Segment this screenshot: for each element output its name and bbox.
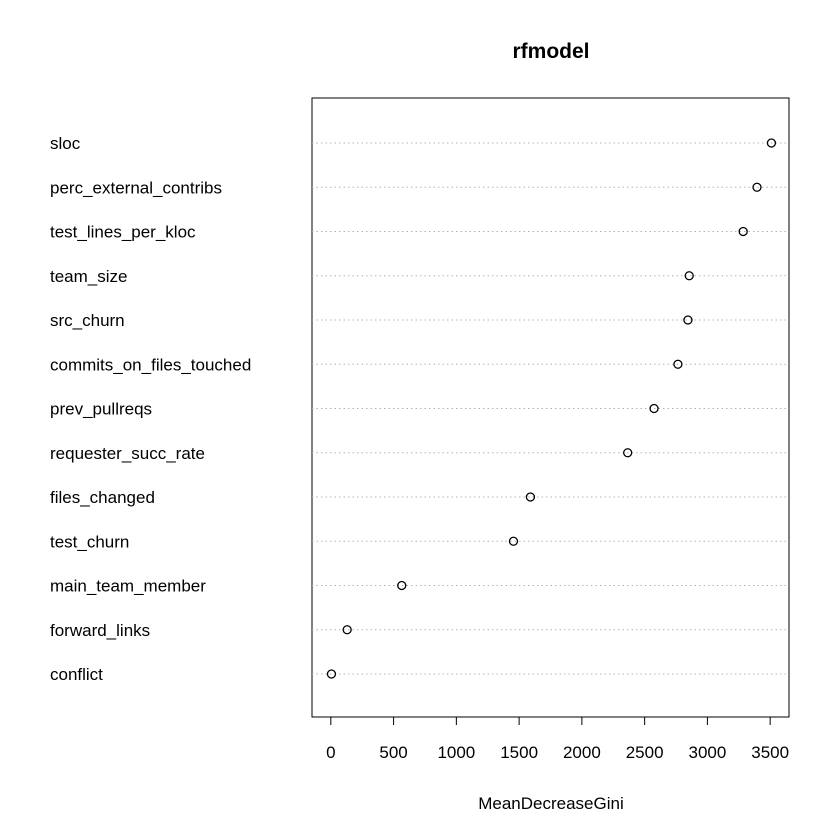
data-point bbox=[623, 448, 633, 458]
row-label: perc_external_contribs bbox=[50, 178, 222, 197]
data-point bbox=[525, 492, 536, 502]
rows-group: sloc perc_external_contribs test_lines_per… bbox=[50, 134, 789, 684]
row-label: conflict bbox=[50, 665, 103, 684]
x-tick-label: 500 bbox=[379, 743, 407, 762]
data-point bbox=[397, 580, 407, 591]
x-axis-label: MeanDecreaseGini bbox=[478, 794, 624, 813]
data-point bbox=[752, 182, 762, 192]
x-tick-label: 1000 bbox=[437, 743, 475, 762]
chart-title: rfmodel bbox=[512, 40, 589, 63]
data-point bbox=[649, 403, 659, 414]
x-tick-label: 2000 bbox=[563, 743, 601, 762]
data-point bbox=[673, 359, 683, 369]
row-label: forward_links bbox=[50, 621, 150, 640]
x-tick-label: 0 bbox=[326, 743, 335, 762]
data-point bbox=[326, 669, 337, 679]
data-point bbox=[738, 226, 748, 237]
data-point bbox=[766, 138, 777, 148]
x-tick-label: 2500 bbox=[626, 743, 664, 762]
row-label: requester_succ_rate bbox=[50, 444, 205, 463]
x-tick-label: 3000 bbox=[688, 743, 726, 762]
row-label: src_churn bbox=[50, 311, 125, 330]
x-tick-label: 3500 bbox=[751, 743, 789, 762]
row-label: commits_on_files_touched bbox=[50, 355, 251, 374]
x-axis: 0 500 1000 1500 2000 2500 3000 3500 bbox=[326, 716, 789, 762]
data-point bbox=[684, 271, 694, 281]
row-label: main_team_member bbox=[50, 577, 206, 596]
data-point bbox=[683, 315, 693, 325]
row-label: test_lines_per_kloc bbox=[50, 223, 196, 242]
row-label: sloc bbox=[50, 134, 81, 153]
data-point bbox=[342, 625, 352, 635]
row-label: files_changed bbox=[50, 488, 155, 507]
row-label: test_churn bbox=[50, 532, 129, 551]
x-tick-label: 1500 bbox=[500, 743, 538, 762]
row-label: prev_pullreqs bbox=[50, 400, 152, 419]
data-point bbox=[508, 536, 519, 546]
row-label: team_size bbox=[50, 267, 127, 286]
